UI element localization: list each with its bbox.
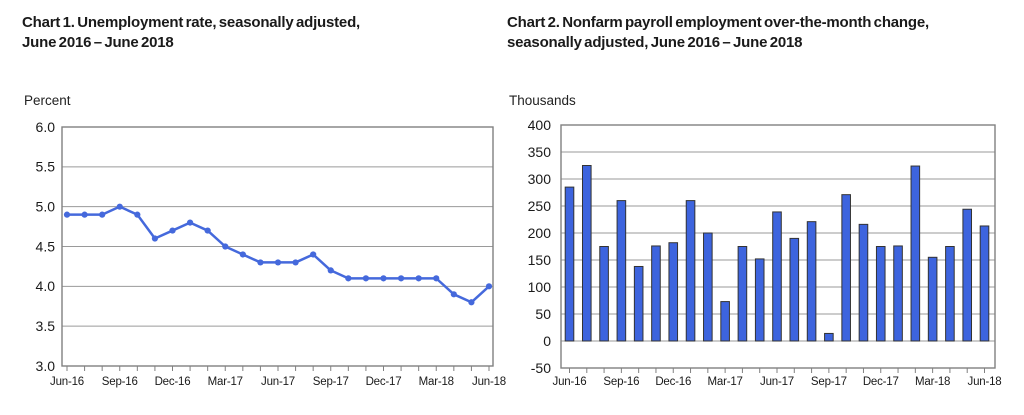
- data-point-marker: [204, 227, 211, 234]
- bar: [979, 225, 990, 342]
- bar: [564, 186, 575, 342]
- data-point-marker: [433, 275, 440, 282]
- x-tick-label: Dec-17: [366, 376, 402, 388]
- y-tick-label: 6.0: [36, 119, 56, 135]
- bar: [875, 246, 886, 342]
- bar: [668, 242, 679, 342]
- x-tick-label: Jun-18: [968, 376, 1002, 388]
- bar: [651, 245, 661, 342]
- bar: [581, 165, 592, 342]
- y-tick-label: 3.0: [36, 358, 56, 374]
- chart1-title-line1: Chart 1. Unemployment rate, seasonally a…: [22, 14, 361, 31]
- x-tick-label: Jun-16: [50, 376, 84, 388]
- bar: [806, 221, 817, 342]
- y-tick-label: 200: [528, 225, 552, 241]
- y-tick-label: 4.0: [36, 278, 56, 294]
- x-tick-label: Jun-17: [261, 376, 295, 388]
- data-point-marker: [292, 259, 299, 266]
- bar: [703, 232, 713, 342]
- data-point-marker: [380, 275, 387, 282]
- x-tick-label: Sep-17: [811, 376, 847, 388]
- plot-border: [61, 126, 494, 367]
- data-point-marker: [485, 283, 493, 290]
- bar: [927, 256, 938, 342]
- x-tick-label: Dec-16: [655, 376, 691, 388]
- y-tick-label: 350: [528, 144, 552, 160]
- x-tick-label: Sep-17: [313, 376, 349, 388]
- bar: [893, 245, 903, 342]
- x-tick-label: Mar-18: [419, 376, 454, 388]
- bar: [633, 265, 644, 342]
- data-point-marker: [310, 251, 317, 258]
- data-point-marker: [468, 299, 475, 306]
- bar: [910, 165, 921, 342]
- data-point-marker: [134, 211, 141, 218]
- y-tick-label: 5.5: [36, 159, 56, 175]
- data-point-marker: [397, 275, 405, 282]
- data-point-marker: [222, 243, 229, 250]
- x-tick-label: Jun-17: [760, 376, 794, 388]
- bar: [754, 258, 765, 342]
- data-point-marker: [239, 251, 246, 258]
- data-point-marker: [274, 259, 282, 266]
- data-point-marker: [99, 211, 106, 218]
- bar: [841, 194, 851, 342]
- y-tick-label: 250: [528, 198, 552, 214]
- y-tick-label: 300: [528, 171, 552, 187]
- y-tick-label: 5.0: [36, 198, 56, 214]
- y-tick-label: -50: [531, 360, 551, 376]
- data-point-marker: [169, 227, 176, 234]
- chart2-title: Chart 2. Nonfarm payroll employment over…: [507, 13, 929, 53]
- data-point-marker: [345, 275, 352, 282]
- x-tick-label: Mar-18: [915, 376, 950, 388]
- y-tick-label: 4.5: [36, 238, 56, 254]
- x-tick-label: Sep-16: [102, 376, 138, 388]
- data-point-marker: [186, 219, 194, 226]
- y-tick-label: 150: [528, 252, 552, 268]
- data-point-marker: [257, 259, 264, 266]
- data-point-marker: [81, 211, 88, 218]
- chart1-title-line2: June 2016 – June 2018: [22, 34, 174, 51]
- y-tick-label: 100: [528, 279, 552, 295]
- x-tick-label: Mar-17: [708, 376, 743, 388]
- x-tick-label: Dec-17: [863, 376, 899, 388]
- bar: [599, 246, 609, 342]
- bar: [737, 246, 748, 342]
- bar: [772, 211, 782, 342]
- bar: [824, 332, 834, 342]
- y-tick-label: 3.5: [36, 318, 56, 334]
- bar: [789, 237, 800, 342]
- data-point-marker: [151, 235, 159, 242]
- chart1-title: Chart 1. Unemployment rate, seasonally a…: [22, 13, 360, 53]
- bar: [945, 246, 955, 342]
- data-point-marker: [450, 291, 457, 298]
- data-point-marker: [116, 203, 123, 210]
- x-tick-label: Jun-18: [472, 376, 506, 388]
- chart2-title-line2: seasonally adjusted, June 2016 – June 20…: [507, 34, 803, 51]
- bar: [858, 223, 869, 342]
- bar: [962, 208, 973, 342]
- bar: [685, 200, 696, 342]
- data-point-marker: [327, 267, 334, 274]
- y-tick-label: 0: [543, 333, 551, 349]
- bar: [616, 200, 627, 342]
- chart2-title-line1: Chart 2. Nonfarm payroll employment over…: [507, 14, 929, 31]
- chart2-y-axis-unit-label: Thousands: [509, 93, 576, 108]
- x-tick-label: Mar-17: [208, 376, 243, 388]
- y-tick-label: 400: [528, 117, 552, 133]
- plot-border: [560, 124, 996, 369]
- bar: [720, 301, 730, 342]
- chart1-y-axis-unit-label: Percent: [24, 93, 71, 108]
- x-tick-label: Sep-16: [603, 376, 639, 388]
- x-tick-label: Dec-16: [155, 376, 191, 388]
- data-point-marker: [63, 211, 71, 218]
- data-point-marker: [415, 275, 422, 282]
- y-tick-label: 50: [535, 306, 551, 322]
- data-point-marker: [362, 275, 370, 282]
- x-tick-label: Jun-16: [553, 376, 587, 388]
